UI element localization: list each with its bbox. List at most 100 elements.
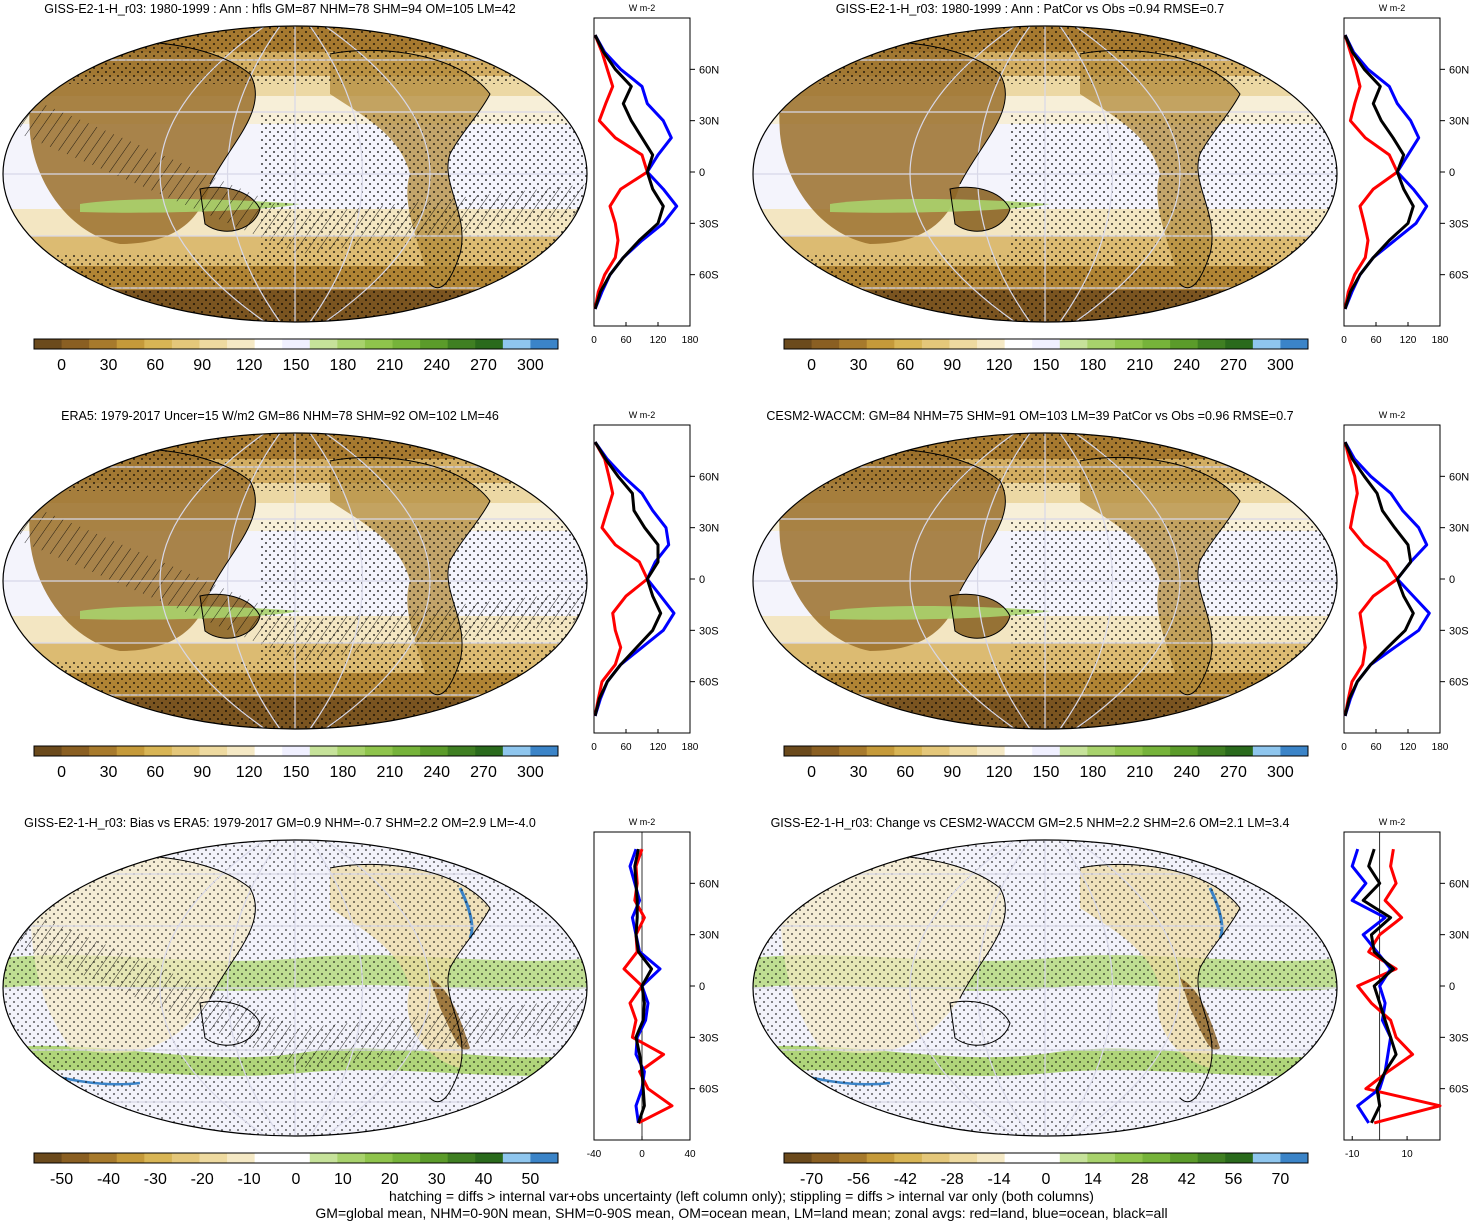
- colorbar-swatch: [1280, 339, 1309, 349]
- zonal-ytick-label: 0: [699, 574, 705, 586]
- colorbar-swatch: [811, 1153, 840, 1163]
- colorbar-label: 42: [1178, 1171, 1196, 1188]
- map: [2, 432, 588, 730]
- colorbar-swatch: [309, 1153, 338, 1163]
- colorbar-swatch: [254, 746, 283, 756]
- colorbar-label: 90: [943, 357, 961, 374]
- colorbar-swatch: [337, 1153, 366, 1163]
- zonal-line-all: [1361, 848, 1398, 1124]
- colorbar-swatch: [447, 746, 476, 756]
- colorbar-label: 40: [475, 1171, 493, 1188]
- colorbar-swatch: [866, 1153, 895, 1163]
- colorbar-label: 0: [807, 357, 816, 374]
- colorbar-swatch: [475, 746, 504, 756]
- colorbar-swatch: [1004, 1153, 1033, 1163]
- zonal-mean-plot: W m-2 60N 30N 0 30S 60S 0 60 120 180: [591, 410, 719, 753]
- colorbar-swatch: [1252, 1153, 1281, 1163]
- colorbar-swatch: [811, 339, 840, 349]
- zonal-ytick-label: 0: [1449, 574, 1455, 586]
- zonal-ytick-label: 60N: [699, 878, 719, 890]
- colorbar-swatch: [1087, 746, 1116, 756]
- panel-5: GISS-E2-1-H_r03: Bias vs ERA5: 1979-2017…: [0, 814, 741, 1221]
- colorbar-label: 240: [423, 764, 450, 781]
- colorbar-label: 240: [423, 357, 450, 374]
- colorbar-swatch: [227, 746, 256, 756]
- footer-note-hatching: hatching = diffs > internal var+obs unce…: [389, 1188, 1094, 1204]
- colorbar-label: 0: [807, 764, 816, 781]
- colorbar: -70 -56 -42 -28 -14 0 14 28 42 56 70: [783, 1152, 1309, 1188]
- colorbar-swatch: [949, 1153, 978, 1163]
- colorbar-label: -42: [894, 1171, 917, 1188]
- colorbar-swatch: [61, 746, 90, 756]
- colorbar-label: -20: [191, 1171, 214, 1188]
- zonal-units: W m-2: [1379, 817, 1406, 827]
- zonal-ytick-label: 0: [699, 981, 705, 993]
- zonal-ytick-label: 60S: [1449, 677, 1469, 689]
- colorbar-label: 0: [57, 764, 66, 781]
- colorbar-swatch: [977, 339, 1006, 349]
- zonal-xtick-label: 40: [684, 1149, 696, 1160]
- colorbar-label: 30: [100, 357, 118, 374]
- colorbar-swatch: [1032, 339, 1061, 349]
- colorbar-label: 30: [850, 764, 868, 781]
- colorbar-swatch: [337, 339, 366, 349]
- colorbar-swatch: [1004, 339, 1033, 349]
- colorbar-label: 210: [1126, 357, 1153, 374]
- colorbar-swatch: [1225, 339, 1254, 349]
- colorbar-label: 150: [283, 357, 310, 374]
- colorbar-label: 180: [1080, 357, 1107, 374]
- colorbar-swatch: [337, 746, 366, 756]
- zonal-units: W m-2: [629, 3, 656, 13]
- colorbar-swatch: [1170, 1153, 1199, 1163]
- colorbar-swatch: [839, 339, 868, 349]
- colorbar-label: -10: [238, 1171, 261, 1188]
- colorbar-label: 0: [292, 1171, 301, 1188]
- colorbar-swatch: [1114, 746, 1144, 756]
- zonal-ytick-label: 30S: [699, 1032, 719, 1044]
- colorbar-label: 50: [522, 1171, 540, 1188]
- colorbar-swatch: [949, 746, 978, 756]
- colorbar-label: 60: [896, 764, 914, 781]
- zonal-ytick-label: 30N: [1449, 523, 1469, 535]
- map: [2, 839, 588, 1137]
- colorbar-swatch: [894, 339, 923, 349]
- colorbar-swatch: [309, 746, 338, 756]
- zonal-units: W m-2: [1379, 410, 1406, 420]
- colorbar-label: 60: [146, 357, 164, 374]
- colorbar-swatch: [61, 339, 90, 349]
- colorbar-swatch: [475, 339, 504, 349]
- colorbar-swatch: [1059, 1153, 1088, 1163]
- colorbar-label: -28: [941, 1171, 964, 1188]
- colorbar-label: 10: [334, 1171, 352, 1188]
- colorbar-swatch: [1114, 1153, 1144, 1163]
- colorbar-swatch: [1059, 339, 1088, 349]
- colorbar-swatch: [420, 746, 449, 756]
- colorbar-swatch: [420, 339, 449, 349]
- zonal-ytick-label: 30S: [1449, 1032, 1469, 1044]
- colorbar-label: 120: [986, 764, 1013, 781]
- colorbar-swatch: [530, 746, 559, 756]
- zonal-xtick-label: 120: [1400, 742, 1417, 753]
- colorbar-swatch: [34, 746, 63, 756]
- colorbar: 0 30 60 90 120 150 180 210 240 270 300: [33, 745, 559, 781]
- colorbar-label: 20: [381, 1171, 399, 1188]
- colorbar-swatch: [199, 1153, 228, 1163]
- zonal-line-all: [593, 441, 663, 717]
- colorbar-swatch: [282, 746, 311, 756]
- colorbar-swatch: [116, 746, 145, 756]
- zonal-ytick-label: 30S: [1449, 625, 1469, 637]
- colorbar-swatch: [34, 339, 63, 349]
- colorbar-swatch: [475, 1153, 504, 1163]
- zonal-xtick-label: 60: [1370, 742, 1382, 753]
- colorbar-swatch: [1087, 1153, 1116, 1163]
- colorbar-swatch: [977, 1153, 1006, 1163]
- colorbar-label: 150: [1033, 357, 1060, 374]
- colorbar-swatch: [839, 1153, 868, 1163]
- panel-6: GISS-E2-1-H_r03: Change vs CESM2-WACCM G…: [750, 814, 1483, 1221]
- panel-title: ERA5: 1979-2017 Uncer=15 W/m2 GM=86 NHM=…: [61, 409, 499, 423]
- colorbar-label: 0: [1042, 1171, 1051, 1188]
- zonal-xtick-label: 60: [1370, 335, 1382, 346]
- colorbar-label: 0: [57, 357, 66, 374]
- colorbar-swatch: [116, 1153, 145, 1163]
- footer-note-legend: GM=global mean, NHM=0-90N mean, SHM=0-90…: [315, 1205, 1168, 1221]
